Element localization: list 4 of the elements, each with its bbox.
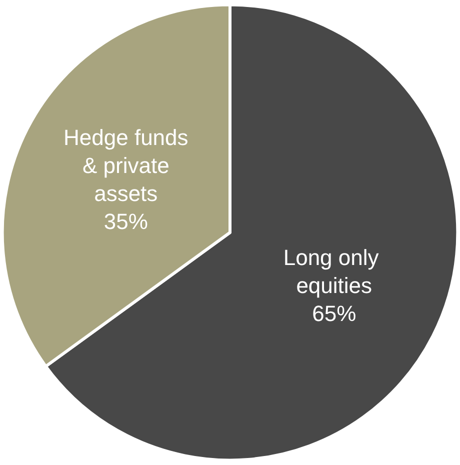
slice-label: Long only equities	[283, 245, 385, 298]
slice-label: Hedge funds & private assets	[64, 124, 188, 206]
data-label: 65%	[312, 301, 356, 326]
data-label: 35%	[104, 208, 148, 234]
